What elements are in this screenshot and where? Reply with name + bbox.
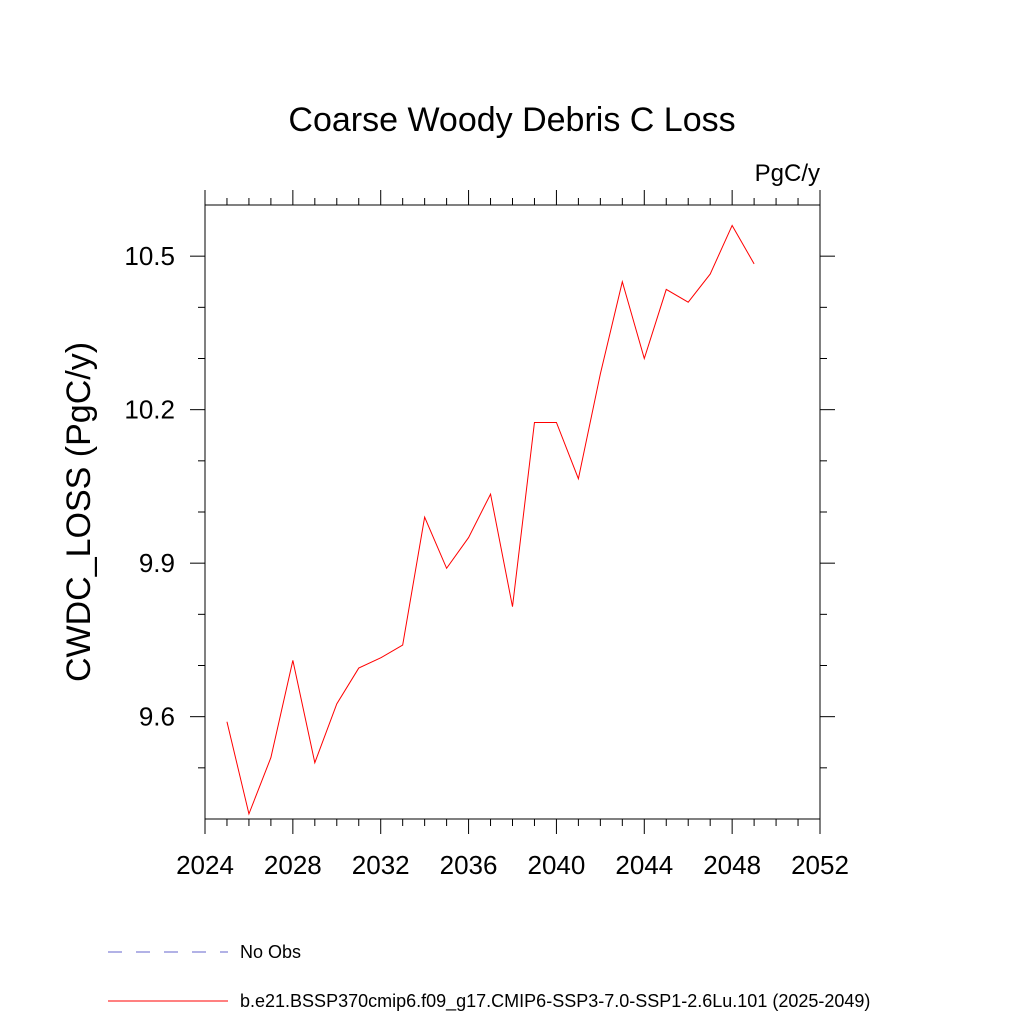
x-tick-label: 2040 (528, 850, 586, 880)
x-tick-label: 2048 (703, 850, 761, 880)
series-line (226, 224, 755, 816)
y-tick-label: 9.9 (139, 548, 175, 578)
y-axis-label: CWDC_LOSS (PgC/y) (60, 342, 98, 682)
series-layer (226, 224, 755, 816)
x-tick-label: 2052 (791, 850, 849, 880)
y-tick-label: 9.6 (139, 702, 175, 732)
units-label: PgC/y (755, 160, 820, 187)
x-tick-label: 2036 (440, 850, 498, 880)
legend-label-model-run: b.e21.BSSP370cmip6.f09_g17.CMIP6-SSP3-7.… (240, 991, 870, 1012)
legend-label-no-obs: No Obs (240, 942, 301, 962)
y-tick-label: 10.2 (124, 395, 175, 425)
plot-frame (204, 204, 821, 820)
legend: No Obs b.e21.BSSP370cmip6.f09_g17.CMIP6-… (108, 942, 870, 1012)
y-tick-label: 10.5 (124, 241, 175, 271)
chart-title: Coarse Woody Debris C Loss (288, 101, 735, 139)
x-tick-label: 2032 (352, 850, 410, 880)
x-tick-label: 2028 (264, 850, 322, 880)
axes: 2024 2028 2032 2036 2040 2044 2048 2052 9.6 9.9 10… (124, 190, 849, 880)
x-tick-label: 2044 (615, 850, 673, 880)
x-tick-label: 2024 (176, 850, 234, 880)
